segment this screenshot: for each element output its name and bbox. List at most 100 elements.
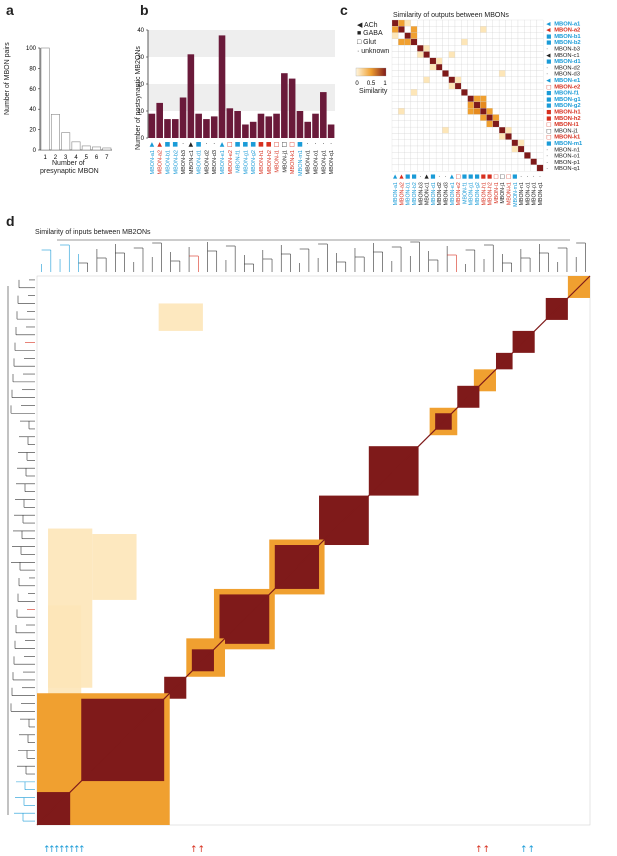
panel-c-heatmap-cell	[467, 133, 475, 140]
panel-a-bar	[50, 114, 60, 151]
panel-c-heatmap-cell	[429, 89, 437, 96]
panel-c-heatmap-cell	[480, 26, 487, 33]
panel-c-heatmap-cell	[492, 32, 500, 40]
panel-c-heatmap-cell	[398, 76, 405, 84]
panel-c-heatmap-cell	[391, 164, 399, 172]
panel-c-heatmap-cell	[524, 70, 531, 77]
panel-a-xtick-label: 3	[64, 155, 68, 161]
panel-c-row-label: MBON-q1	[554, 166, 580, 172]
panel-c-heatmap-cell	[492, 51, 500, 58]
panel-c-col-marker: ■	[468, 174, 473, 180]
panel-c-heatmap-cell	[442, 95, 449, 103]
panel-c-heatmap-cell	[461, 76, 468, 84]
panel-c-heatmap-cell	[404, 152, 412, 159]
panel-c-heatmap-cell	[391, 26, 399, 33]
panel-b-transmitter-marker: ■	[266, 141, 272, 148]
panel-c-col-marker: ▲	[450, 174, 455, 180]
panel-c-heatmap-cell	[517, 95, 525, 103]
panel-c-heatmap-cell	[524, 19, 531, 27]
panel-b-bar	[242, 124, 249, 138]
panel-c-heatmap-cell	[454, 32, 462, 40]
panel-c-row-marker: ◀	[546, 78, 551, 84]
panel-b-transmitter-marker: ■	[258, 141, 264, 148]
panel-c-heatmap-cell	[423, 51, 430, 58]
panel-c-heatmap-cell	[511, 26, 519, 33]
panel-c-heatmap-cell	[511, 19, 519, 27]
panel-c-heatmap-cell	[480, 57, 487, 65]
panel-a-bar	[102, 147, 112, 151]
panel-b-category-label: MBON-j1	[282, 150, 288, 173]
panel-c-heatmap-cell	[498, 38, 506, 46]
panel-c-heatmap-cell	[505, 26, 512, 33]
panel-c-heatmap-cell	[473, 57, 481, 65]
panel-c-heatmap-cell	[536, 57, 544, 65]
panel-c-col-label: MBON-b1	[406, 182, 412, 205]
panel-d-arrow-marker: ↑↑	[520, 845, 535, 855]
panel-c-heatmap-cell	[454, 108, 462, 115]
panel-c-heatmap-cell	[410, 63, 418, 71]
panel-b-category-label: MBON-m1	[298, 150, 304, 176]
panel-c-heatmap-cell	[429, 19, 437, 27]
panel-c-heatmap-cell	[417, 45, 424, 52]
panel-a-ytick-label: 0	[33, 148, 37, 154]
panel-c-heatmap-cell	[417, 82, 424, 90]
panel-c-heatmap-cell	[454, 19, 462, 27]
panel-c-heatmap-cell	[454, 164, 462, 172]
panel-c-col-label: MBON-f1	[462, 182, 468, 204]
panel-c-heatmap-cell	[480, 76, 487, 84]
panel-c-col-label: MBON-n1	[519, 182, 525, 205]
panel-c-heatmap-cell	[442, 63, 449, 71]
panel-c-row-label: MBON-a2	[554, 28, 580, 34]
panel-c-heatmap-cell	[511, 126, 519, 134]
panel-c-heatmap-cell	[429, 95, 437, 103]
panel-b-category-label: MBON-b2	[173, 150, 179, 174]
panel-c-heatmap-cell	[391, 57, 399, 65]
panel-c-heatmap-cell	[492, 95, 500, 103]
panel-c-colorbar	[355, 67, 387, 77]
panel-c-heatmap-cell	[505, 120, 512, 128]
panel-a-xlabel-1: Number of	[52, 160, 85, 167]
panel-c-heatmap-cell	[423, 164, 430, 172]
panel-c-col-marker: ■	[462, 174, 467, 180]
panel-c-heatmap-cell	[492, 26, 500, 33]
panel-c-heatmap-cell	[442, 139, 449, 147]
panel-c-heatmap-cell	[410, 26, 418, 33]
panel-c-heatmap-cell	[461, 126, 468, 134]
panel-c-heatmap-cell	[530, 19, 538, 27]
panel-b-bar	[164, 119, 171, 138]
panel-b-transmitter-marker: □	[274, 141, 280, 148]
panel-c-col-marker: ·	[539, 174, 541, 180]
panel-c-heatmap-cell	[423, 139, 430, 147]
panel-c-row-label: MBON-o1	[554, 154, 580, 160]
panel-a-label: a	[6, 2, 14, 18]
panel-c-heatmap-cell	[480, 120, 487, 128]
panel-c-heatmap-cell	[473, 164, 481, 172]
panel-c-row-marker: ·	[546, 166, 548, 172]
panel-c-row-marker: □	[546, 128, 551, 134]
panel-c-heatmap-cell	[435, 82, 443, 90]
panel-c-heatmap-cell	[486, 76, 493, 84]
panel-c-heatmap-cell	[404, 45, 412, 52]
panel-c-heatmap-cell	[391, 126, 399, 134]
panel-c-heatmap-cell	[486, 38, 493, 46]
panel-c-heatmap-cell	[410, 114, 418, 121]
panel-b-bar	[226, 108, 234, 138]
panel-c-heatmap-cell	[498, 82, 506, 90]
panel-c-heatmap-cell	[480, 89, 487, 96]
panel-c-heatmap-cell	[530, 145, 538, 153]
panel-c-heatmap-cell	[435, 158, 443, 166]
panel-c-heatmap-cell	[467, 108, 475, 115]
panel-c-heatmap-cell	[473, 76, 481, 84]
panel-c-heatmap-cell	[435, 114, 443, 121]
panel-c-heatmap-cell	[404, 38, 412, 46]
panel-c-heatmap-cell	[517, 89, 525, 96]
panel-b-bar	[265, 116, 273, 138]
panel-c-heatmap-cell	[417, 145, 424, 153]
panel-c-row-marker: ◀	[546, 28, 551, 34]
panel-a-bar	[40, 47, 50, 151]
panel-c-heatmap-cell	[461, 32, 468, 40]
panel-c-heatmap-cell	[461, 82, 468, 90]
panel-c-heatmap-cell	[511, 45, 519, 52]
panel-c-heatmap-cell	[524, 38, 531, 46]
panel-c-heatmap-cell	[473, 51, 481, 58]
